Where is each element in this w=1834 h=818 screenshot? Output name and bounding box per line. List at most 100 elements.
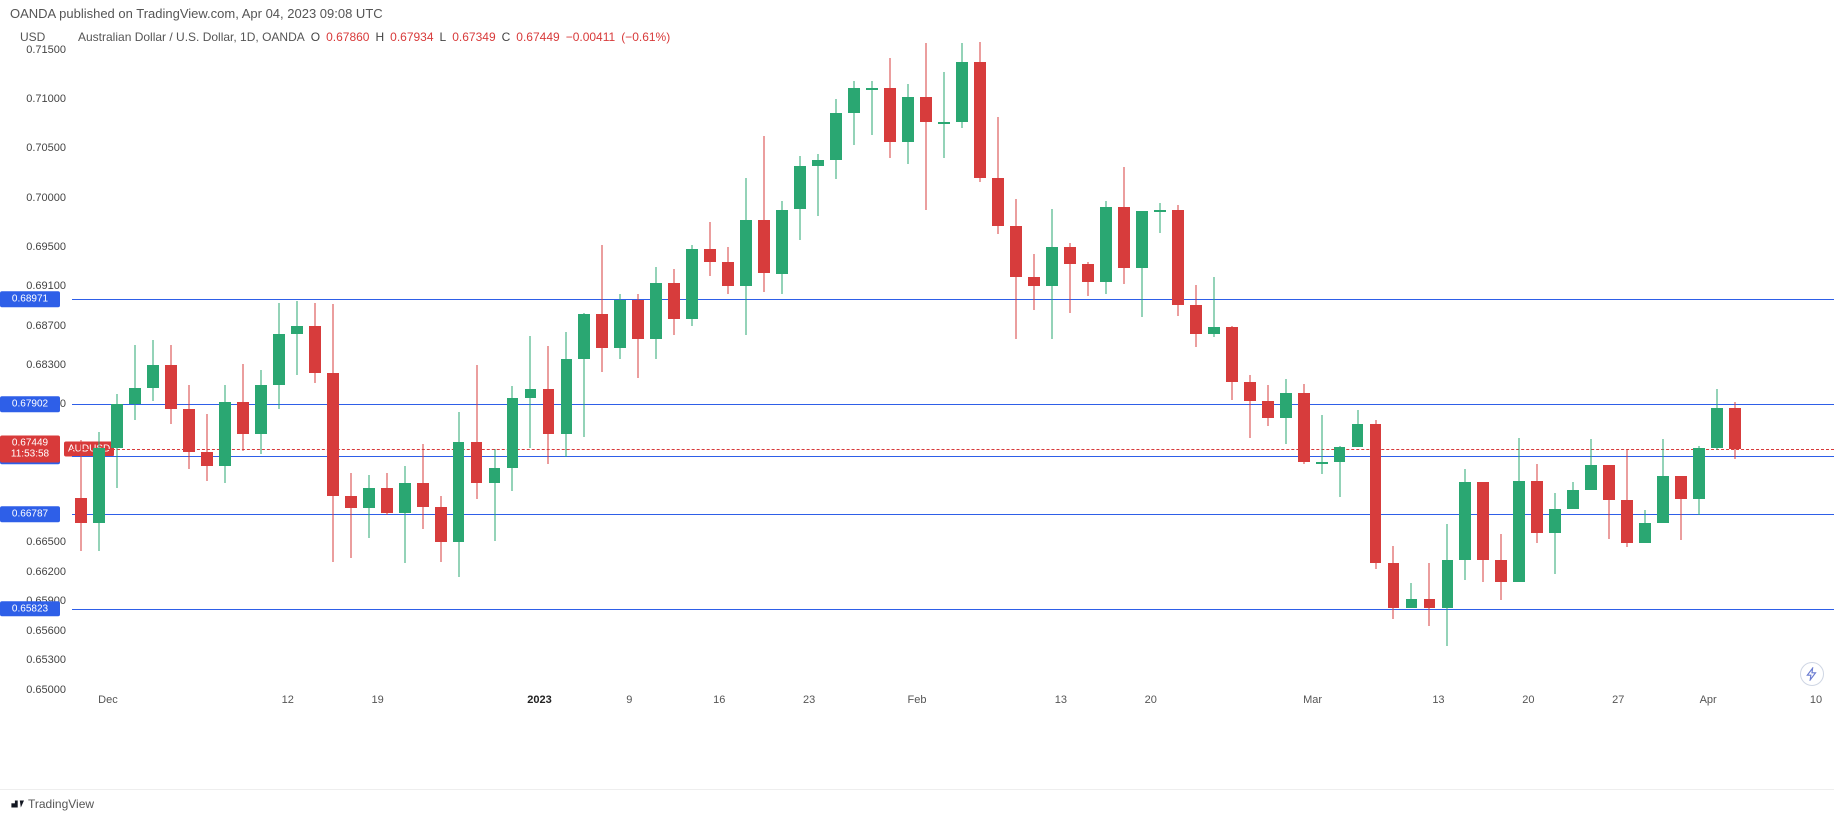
candle[interactable]: [1046, 50, 1058, 690]
candle[interactable]: [417, 50, 429, 690]
candle[interactable]: [183, 50, 195, 690]
candle[interactable]: [1657, 50, 1669, 690]
candle[interactable]: [1639, 50, 1651, 690]
candle[interactable]: [848, 50, 860, 690]
candle[interactable]: [1459, 50, 1471, 690]
candle[interactable]: [884, 50, 896, 690]
candle[interactable]: [1675, 50, 1687, 690]
candle[interactable]: [1477, 50, 1489, 690]
candle[interactable]: [1298, 50, 1310, 690]
candle[interactable]: [1082, 50, 1094, 690]
candle[interactable]: [1603, 50, 1615, 690]
candle[interactable]: [722, 50, 734, 690]
candle[interactable]: [327, 50, 339, 690]
candle[interactable]: [1172, 50, 1184, 690]
candle[interactable]: [1316, 50, 1328, 690]
candle[interactable]: [1334, 50, 1346, 690]
candle[interactable]: [938, 50, 950, 690]
candle[interactable]: [1280, 50, 1292, 690]
candle[interactable]: [1208, 50, 1220, 690]
candle[interactable]: [165, 50, 177, 690]
candle[interactable]: [1244, 50, 1256, 690]
candle[interactable]: [632, 50, 644, 690]
candle[interactable]: [291, 50, 303, 690]
candle[interactable]: [1729, 50, 1741, 690]
candle[interactable]: [471, 50, 483, 690]
candle[interactable]: [237, 50, 249, 690]
candle[interactable]: [219, 50, 231, 690]
candle[interactable]: [255, 50, 267, 690]
chart-area[interactable]: 0.715000.710000.705000.700000.695000.691…: [0, 50, 1834, 760]
candle[interactable]: [1549, 50, 1561, 690]
candle[interactable]: [596, 50, 608, 690]
candle[interactable]: [507, 50, 519, 690]
candle[interactable]: [345, 50, 357, 690]
candle[interactable]: [1226, 50, 1238, 690]
candle[interactable]: [920, 50, 932, 690]
candle[interactable]: [830, 50, 842, 690]
chart-page: OANDA published on TradingView.com, Apr …: [0, 0, 1834, 818]
candle[interactable]: [1100, 50, 1112, 690]
candle[interactable]: [525, 50, 537, 690]
candle[interactable]: [1442, 50, 1454, 690]
candle[interactable]: [1711, 50, 1723, 690]
candle[interactable]: [578, 50, 590, 690]
price-level-box: 0.67902: [0, 397, 60, 413]
candle[interactable]: [381, 50, 393, 690]
candle[interactable]: [453, 50, 465, 690]
candle[interactable]: [309, 50, 321, 690]
candle[interactable]: [1154, 50, 1166, 690]
candle[interactable]: [1352, 50, 1364, 690]
candle[interactable]: [1028, 50, 1040, 690]
candle[interactable]: [1388, 50, 1400, 690]
candle[interactable]: [93, 50, 105, 690]
candle[interactable]: [794, 50, 806, 690]
candle[interactable]: [489, 50, 501, 690]
candle[interactable]: [614, 50, 626, 690]
candle[interactable]: [1513, 50, 1525, 690]
candle[interactable]: [1010, 50, 1022, 690]
candle[interactable]: [1585, 50, 1597, 690]
candle[interactable]: [1136, 50, 1148, 690]
x-tick-label: Dec: [98, 694, 118, 706]
candle[interactable]: [129, 50, 141, 690]
candle[interactable]: [902, 50, 914, 690]
candle[interactable]: [1064, 50, 1076, 690]
candle[interactable]: [1495, 50, 1507, 690]
candle[interactable]: [561, 50, 573, 690]
candle[interactable]: [1370, 50, 1382, 690]
candle[interactable]: [435, 50, 447, 690]
candle[interactable]: [1406, 50, 1418, 690]
candle[interactable]: [201, 50, 213, 690]
candle[interactable]: [543, 50, 555, 690]
candle[interactable]: [740, 50, 752, 690]
candle[interactable]: [956, 50, 968, 690]
price-level-box: 0.68971: [0, 291, 60, 307]
candle[interactable]: [1567, 50, 1579, 690]
candle[interactable]: [1693, 50, 1705, 690]
candle[interactable]: [363, 50, 375, 690]
candle[interactable]: [1262, 50, 1274, 690]
candle[interactable]: [1190, 50, 1202, 690]
candle[interactable]: [704, 50, 716, 690]
candle[interactable]: [758, 50, 770, 690]
candle[interactable]: [75, 50, 87, 690]
candle[interactable]: [273, 50, 285, 690]
candle[interactable]: [686, 50, 698, 690]
candle[interactable]: [1118, 50, 1130, 690]
candle[interactable]: [111, 50, 123, 690]
goto-realtime-icon[interactable]: [1800, 662, 1824, 686]
plot-area[interactable]: [72, 50, 1834, 690]
candle[interactable]: [1531, 50, 1543, 690]
candle[interactable]: [1621, 50, 1633, 690]
candle[interactable]: [992, 50, 1004, 690]
candle[interactable]: [866, 50, 878, 690]
candle[interactable]: [1424, 50, 1436, 690]
candle[interactable]: [147, 50, 159, 690]
candle[interactable]: [776, 50, 788, 690]
candle[interactable]: [812, 50, 824, 690]
candle[interactable]: [668, 50, 680, 690]
candle[interactable]: [399, 50, 411, 690]
candle[interactable]: [650, 50, 662, 690]
candle[interactable]: [974, 50, 986, 690]
